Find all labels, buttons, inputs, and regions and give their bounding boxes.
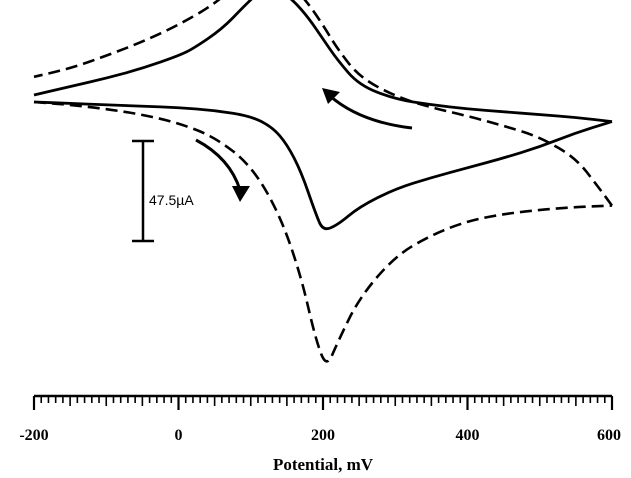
x-tick-labels: -200 0 200 400 600 [19,427,621,444]
x-tick-label: -200 [19,427,48,444]
dashed-curve-forward [33,100,613,363]
forward-scan-arrow [195,138,242,191]
dashed-curve-reverse [33,0,614,207]
reverse-scan-arrowhead [322,88,340,104]
x-tick-label: 600 [597,427,621,444]
current-scale-bar: 47.5µA [132,139,194,243]
scale-bar-label: 47.5µA [149,192,194,208]
forward-scan-arrowhead [232,186,250,202]
reverse-scan-arrow [329,94,413,130]
x-tick-label: 200 [311,427,335,444]
solid-curve-forward [33,100,613,231]
x-axis-title: Potential, mV [273,455,374,474]
x-axis: -200 0 200 400 600 Potential, mV [19,394,621,474]
x-tick-label: 0 [175,427,183,444]
solid-curve-reverse [33,0,613,123]
x-tick-label: 400 [456,427,480,444]
x-ticks [32,396,614,410]
curves-layer [33,0,614,363]
annotation-arrows [195,88,413,202]
